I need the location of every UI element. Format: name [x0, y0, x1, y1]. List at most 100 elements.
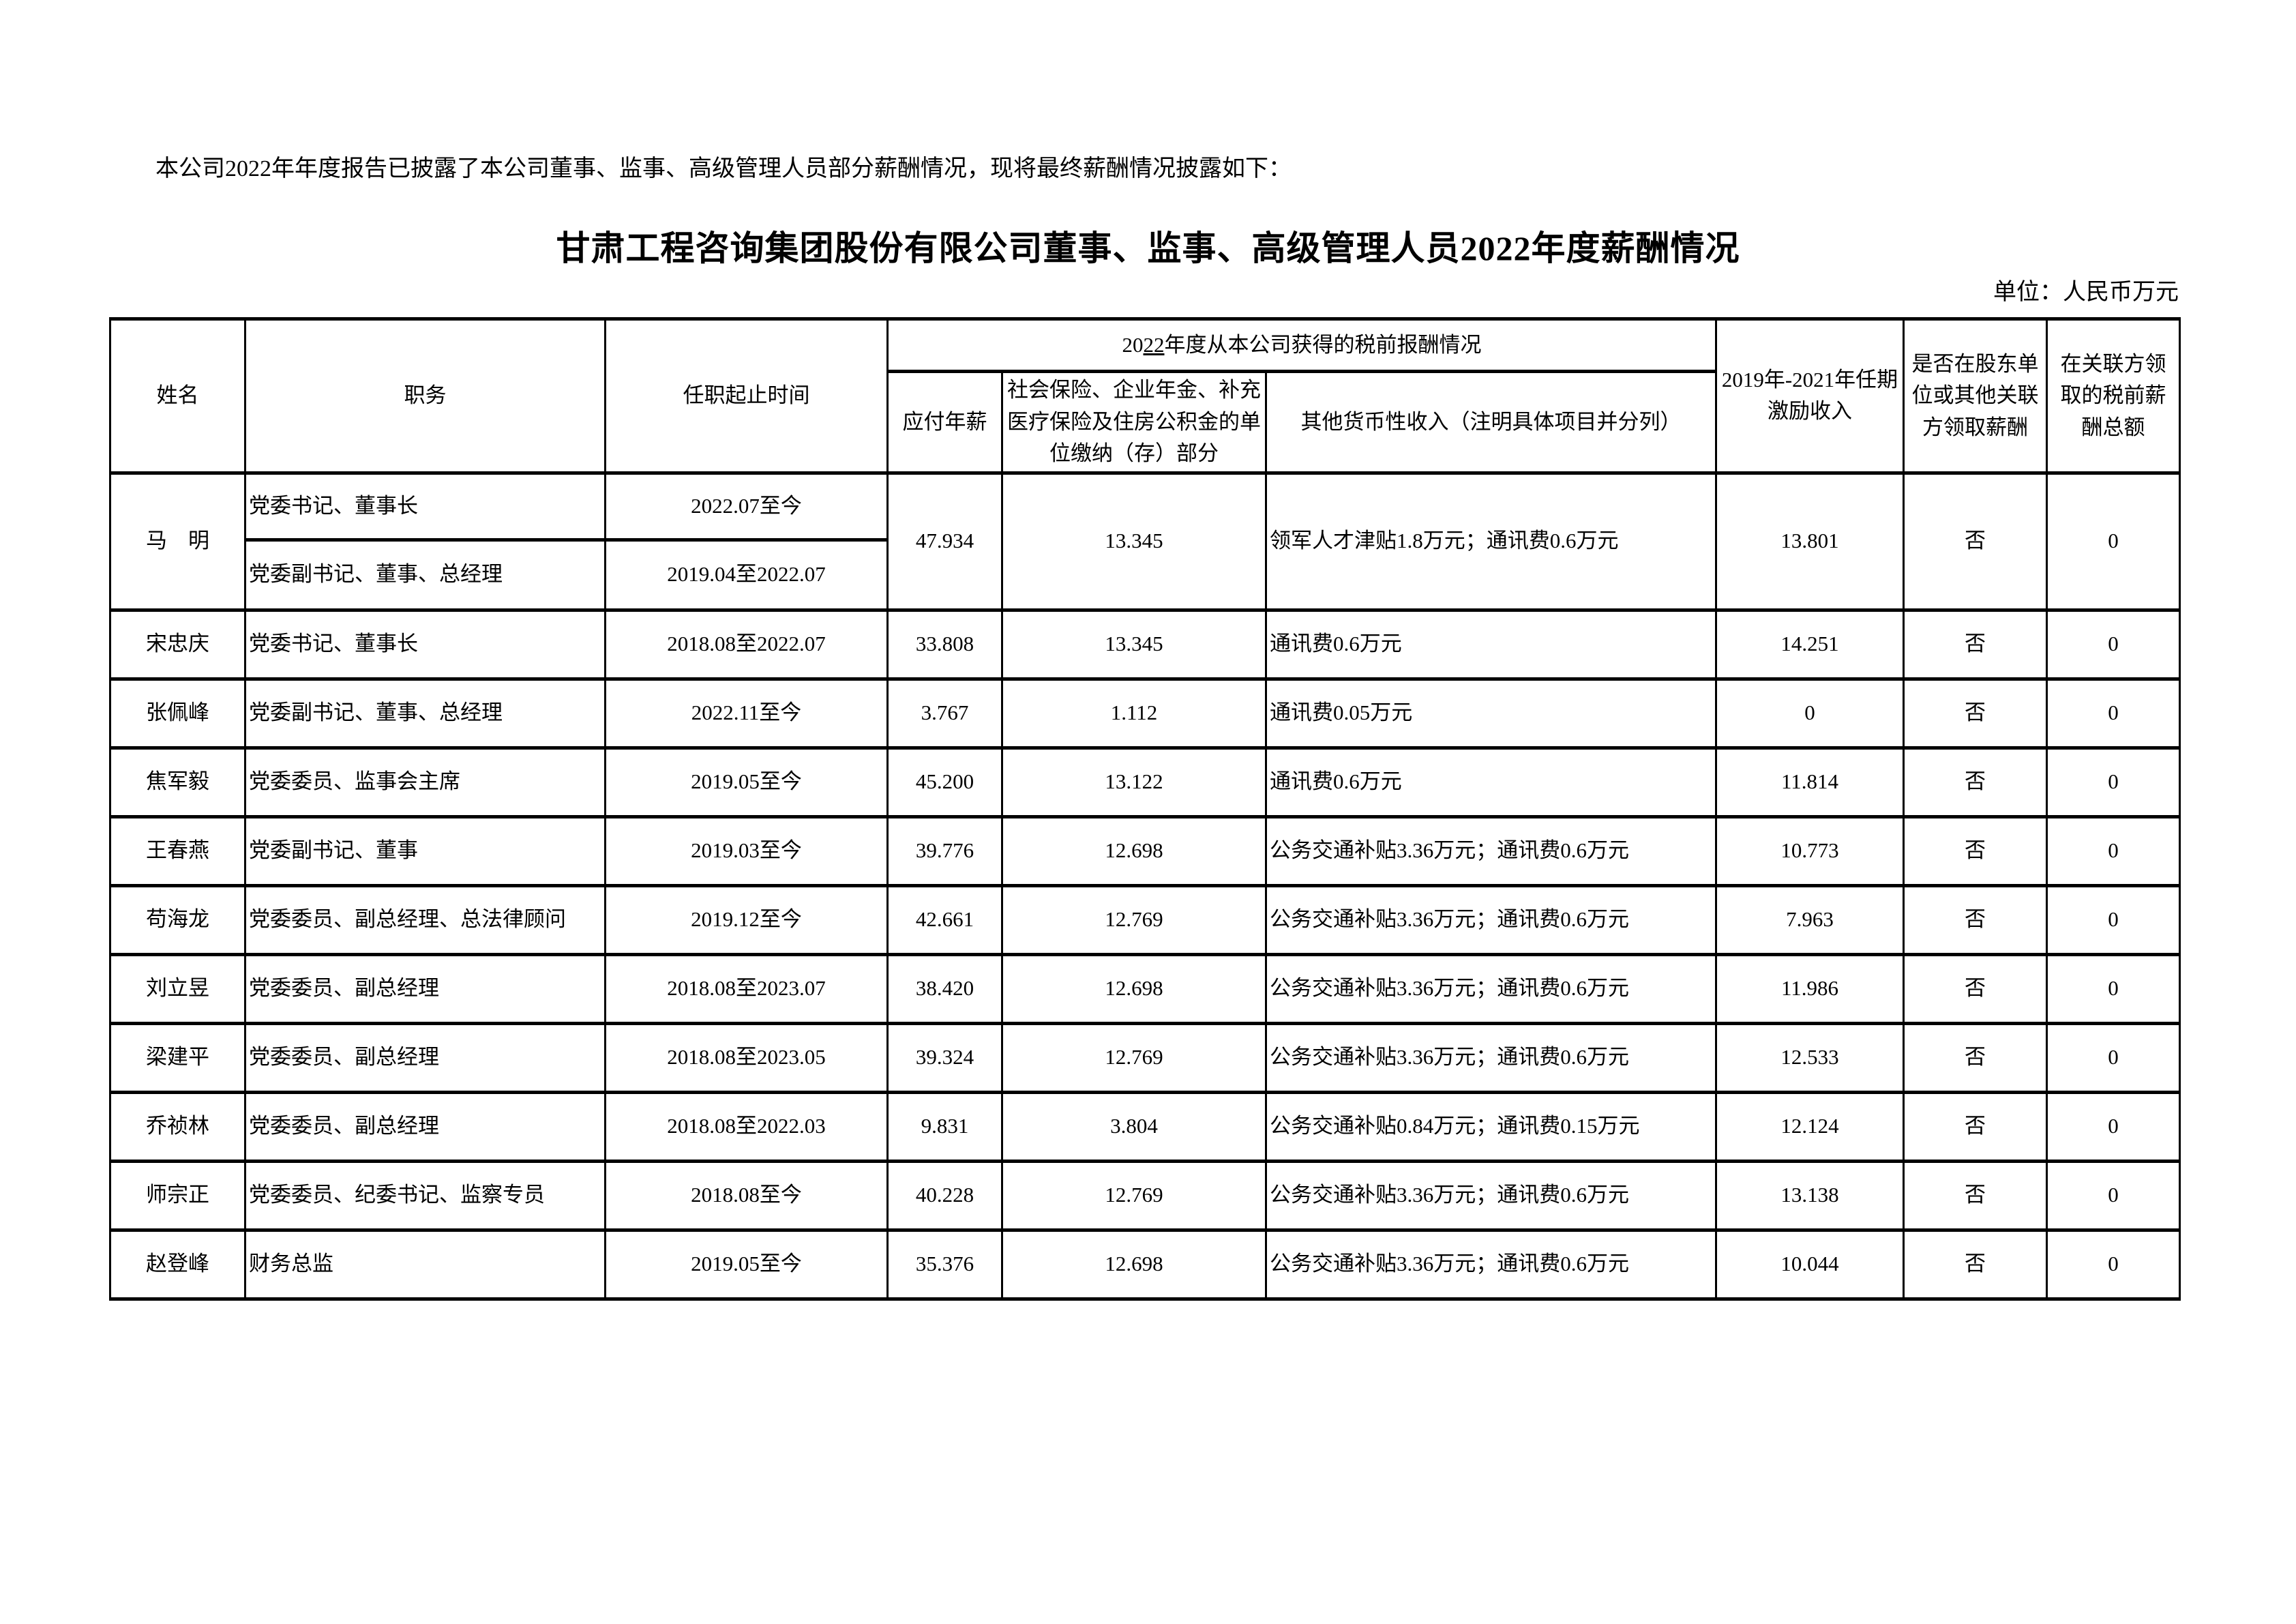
header-shareholder-pay: 是否在股东单位或其他关联方领取薪酬	[1903, 317, 2048, 475]
cell-related-party-total: 0	[2046, 1090, 2181, 1163]
unit-label: 单位：人民币万元	[1993, 280, 2179, 305]
cell-social-insurance: 12.769	[1001, 883, 1267, 956]
header-row-2: 应付年薪 社会保险、企业年金、补充医疗保险及住房公积金的单位缴纳（存）部分 其他…	[110, 370, 2180, 475]
cell-social-insurance: 12.698	[1001, 814, 1267, 887]
table-row: 师宗正 党委委员、纪委书记、监察专员 2018.08至今 40.228 12.7…	[109, 1159, 2181, 1232]
cell-social-insurance: 12.698	[1001, 1228, 1267, 1301]
cell-incentive: 10.773	[1715, 814, 1905, 887]
cell-name: 赵登峰	[109, 1228, 246, 1301]
table-row-merged-second: 党委副书记、董事、总经理 2019.04至2022.07	[110, 537, 2180, 612]
cell-term: 2018.08至2023.07	[604, 952, 889, 1025]
cell-annual-salary: 39.776	[886, 814, 1003, 887]
table-row: 梁建平 党委委员、副总经理 2018.08至2023.05 39.324 12.…	[109, 1021, 2181, 1094]
cell-name: 刘立昱	[109, 952, 246, 1025]
table-row-merged-first: 马 明 党委书记、董事长 2022.07至今 47.934 13.345 领军人…	[109, 471, 2181, 612]
cell-social-insurance: 3.804	[1001, 1090, 1267, 1163]
cell-incentive: 11.986	[1715, 952, 1905, 1025]
cell-social-insurance: 12.698	[1001, 952, 1267, 1025]
header-other-income: 其他货币性收入（注明具体项目并分列）	[1264, 370, 1718, 475]
cell-social-insurance: 1.112	[1001, 677, 1267, 750]
cell-incentive: 10.044	[1715, 1228, 1905, 1301]
cell-term: 2018.08至今	[604, 1159, 889, 1232]
cell-term: 2018.08至2022.07	[604, 608, 889, 681]
cell-annual-salary: 35.376	[886, 1228, 1003, 1301]
cell-position: 党委委员、副总经理、总法律顾问	[244, 883, 606, 956]
cell-annual-salary: 40.228	[886, 1159, 1003, 1232]
table-row: 赵登峰 财务总监 2019.05至今 35.376 12.698 公务交通补贴3…	[109, 1228, 2181, 1301]
cell-term: 2019.12至今	[604, 883, 889, 956]
cell-name: 马 明	[109, 471, 246, 612]
intro-paragraph: 本公司2022年年度报告已披露了本公司董事、监事、高级管理人员部分薪酬情况，现将…	[155, 156, 1292, 181]
table-row: 焦军毅 党委委员、监事会主席 2019.05至今 45.200 13.122 通…	[109, 745, 2181, 818]
cell-name: 焦军毅	[109, 745, 246, 818]
cell-position: 党委书记、董事长	[244, 608, 606, 681]
cell-related-party-total: 0	[2046, 814, 2181, 887]
cell-shareholder-pay: 否	[1903, 1228, 2048, 1301]
header-position: 职务	[244, 317, 606, 475]
cell-term: 2022.07至今	[604, 471, 889, 542]
header-incentive-2019-2021: 2019年-2021年任期激励收入	[1715, 317, 1905, 475]
table-row: 宋忠庆 党委书记、董事长 2018.08至2022.07 33.808 13.3…	[109, 608, 2181, 681]
cell-other-income: 公务交通补贴3.36万元；通讯费0.6万元	[1264, 883, 1718, 956]
cell-related-party-total: 0	[2046, 1228, 2181, 1301]
header-pretax-2022-group: 2022年度从本公司获得的税前报酬情况	[886, 317, 1718, 373]
cell-term: 2018.08至2023.05	[604, 1021, 889, 1094]
cell-term: 2019.03至今	[604, 814, 889, 887]
cell-other-income: 公务交通补贴3.36万元；通讯费0.6万元	[1264, 1159, 1718, 1232]
cell-position: 党委委员、副总经理	[244, 952, 606, 1025]
cell-shareholder-pay: 否	[1903, 677, 2048, 750]
cell-related-party-total: 0	[2046, 608, 2181, 681]
table-row: 苟海龙 党委委员、副总经理、总法律顾问 2019.12至今 42.661 12.…	[109, 883, 2181, 956]
cell-position: 财务总监	[244, 1228, 606, 1301]
cell-shareholder-pay: 否	[1903, 952, 2048, 1025]
cell-other-income: 通讯费0.6万元	[1264, 608, 1718, 681]
cell-related-party-total: 0	[2046, 471, 2181, 612]
cell-other-income: 通讯费0.05万元	[1264, 677, 1718, 750]
cell-other-income: 通讯费0.6万元	[1264, 745, 1718, 818]
cell-incentive: 0	[1715, 677, 1905, 750]
cell-annual-salary: 42.661	[886, 883, 1003, 956]
cell-related-party-total: 0	[2046, 677, 2181, 750]
cell-related-party-total: 0	[2046, 745, 2181, 818]
cell-annual-salary: 3.767	[886, 677, 1003, 750]
header-row-1: 姓名 职务 任职起止时间 2022年度从本公司获得的税前报酬情况 2019年-2…	[109, 317, 2181, 475]
underlined-year-digits: 22	[1143, 332, 1165, 357]
cell-annual-salary: 9.831	[886, 1090, 1003, 1163]
cell-related-party-total: 0	[2046, 1159, 2181, 1232]
cell-position: 党委委员、监事会主席	[244, 745, 606, 818]
cell-position: 党委副书记、董事、总经理	[244, 677, 606, 750]
cell-term: 2019.05至今	[604, 1228, 889, 1301]
cell-related-party-total: 0	[2046, 1021, 2181, 1094]
cell-shareholder-pay: 否	[1903, 883, 2048, 956]
cell-annual-salary: 45.200	[886, 745, 1003, 818]
cell-shareholder-pay: 否	[1903, 745, 2048, 818]
cell-position: 党委书记、董事长	[244, 471, 606, 542]
cell-incentive: 14.251	[1715, 608, 1905, 681]
cell-incentive: 11.814	[1715, 745, 1905, 818]
pretax-year-prefix: 20	[1122, 332, 1144, 357]
cell-related-party-total: 0	[2046, 883, 2181, 956]
cell-social-insurance: 13.345	[1001, 471, 1267, 612]
cell-term: 2018.08至2022.03	[604, 1090, 889, 1163]
cell-name: 宋忠庆	[109, 608, 246, 681]
cell-social-insurance: 12.769	[1001, 1159, 1267, 1232]
cell-shareholder-pay: 否	[1903, 608, 2048, 681]
cell-other-income: 公务交通补贴3.36万元；通讯费0.6万元	[1264, 1021, 1718, 1094]
header-term: 任职起止时间	[604, 317, 889, 475]
cell-term: 2019.05至今	[604, 745, 889, 818]
cell-position: 党委委员、副总经理	[244, 1090, 606, 1163]
cell-term: 2022.11至今	[604, 677, 889, 750]
cell-name: 王春燕	[109, 814, 246, 887]
cell-related-party-total: 0	[2046, 952, 2181, 1025]
cell-other-income: 公务交通补贴0.84万元；通讯费0.15万元	[1264, 1090, 1718, 1163]
cell-other-income: 公务交通补贴3.36万元；通讯费0.6万元	[1264, 952, 1718, 1025]
cell-shareholder-pay: 否	[1903, 471, 2048, 612]
cell-position: 党委副书记、董事、总经理	[244, 537, 606, 612]
cell-shareholder-pay: 否	[1903, 1021, 2048, 1094]
cell-incentive: 12.533	[1715, 1021, 1905, 1094]
cell-incentive: 13.801	[1715, 471, 1905, 612]
cell-name: 张佩峰	[109, 677, 246, 750]
compensation-table: 姓名 职务 任职起止时间 2022年度从本公司获得的税前报酬情况 2019年-2…	[109, 317, 2181, 1301]
cell-position: 党委副书记、董事	[244, 814, 606, 887]
cell-annual-salary: 39.324	[886, 1021, 1003, 1094]
